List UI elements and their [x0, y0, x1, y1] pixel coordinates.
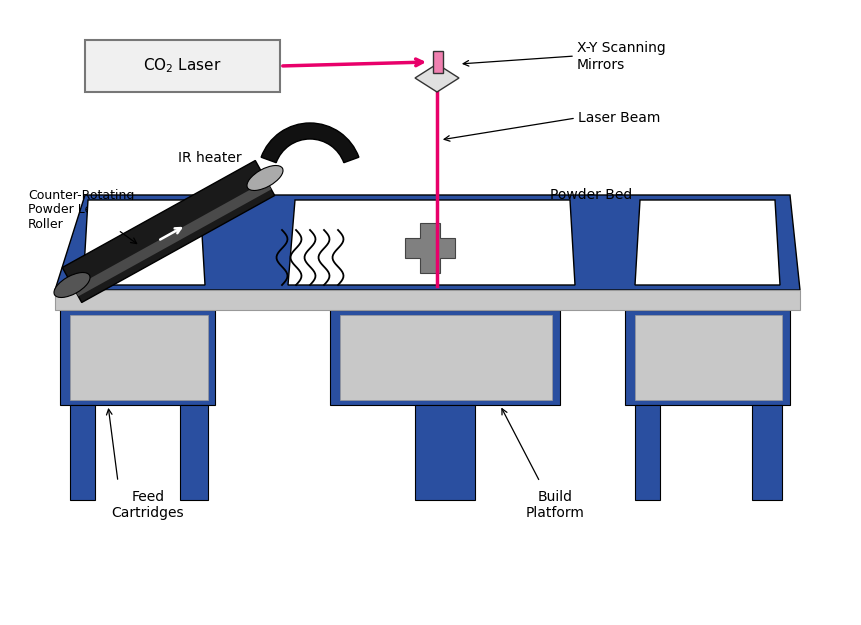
Polygon shape: [415, 405, 475, 500]
Text: Powder Bed: Powder Bed: [550, 188, 632, 202]
FancyBboxPatch shape: [85, 40, 280, 92]
Polygon shape: [415, 64, 459, 92]
Text: IR heater: IR heater: [178, 151, 242, 165]
Polygon shape: [433, 51, 443, 73]
Text: Mirrors: Mirrors: [577, 58, 625, 72]
Text: X-Y Scanning: X-Y Scanning: [577, 41, 666, 55]
Ellipse shape: [54, 272, 90, 298]
Text: Powder Leveling: Powder Leveling: [28, 204, 130, 216]
Polygon shape: [83, 200, 205, 285]
Polygon shape: [73, 181, 271, 296]
Polygon shape: [330, 310, 560, 405]
Text: Laser Beam: Laser Beam: [578, 111, 660, 125]
Polygon shape: [635, 200, 780, 285]
Polygon shape: [60, 310, 215, 405]
Polygon shape: [405, 223, 455, 273]
Polygon shape: [625, 310, 790, 405]
Text: Feed
Cartridges: Feed Cartridges: [112, 490, 184, 520]
Text: CO$_2$ Laser: CO$_2$ Laser: [143, 57, 221, 76]
Polygon shape: [288, 200, 575, 285]
Text: Roller: Roller: [28, 219, 64, 231]
Polygon shape: [55, 195, 800, 290]
Wedge shape: [261, 123, 359, 162]
Polygon shape: [635, 315, 782, 400]
Polygon shape: [70, 405, 95, 500]
Text: Counter-Rotating: Counter-Rotating: [28, 189, 134, 201]
Polygon shape: [635, 405, 660, 500]
Polygon shape: [62, 161, 275, 302]
Polygon shape: [340, 315, 552, 400]
Polygon shape: [70, 315, 208, 400]
Polygon shape: [180, 405, 208, 500]
Text: Build
Platform: Build Platform: [525, 490, 585, 520]
Ellipse shape: [247, 166, 283, 191]
Polygon shape: [55, 290, 800, 310]
Polygon shape: [752, 405, 782, 500]
